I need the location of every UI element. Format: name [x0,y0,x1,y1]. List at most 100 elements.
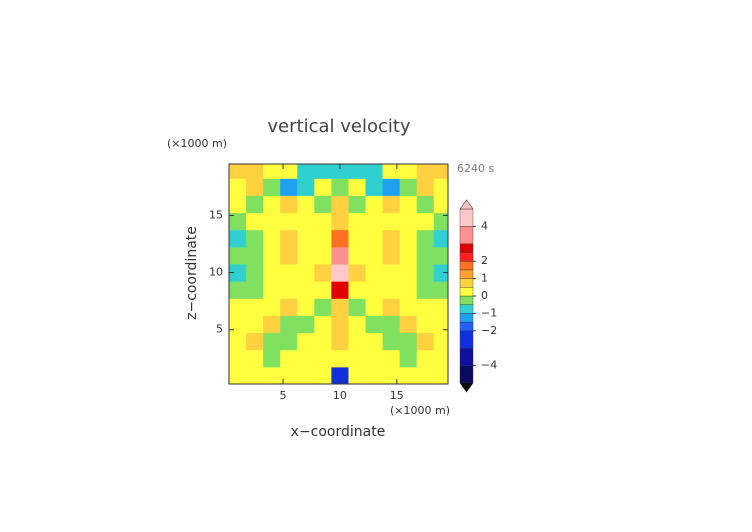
cell [433,212,448,231]
cell [229,349,247,368]
cell [229,264,247,282]
cell [331,229,349,248]
colorbar-tick-label: 0 [481,289,488,302]
cell [263,195,281,214]
cell [433,264,448,282]
cell [348,315,367,334]
cell [297,178,315,196]
colorbar-band [459,330,474,349]
cell [382,195,401,214]
cell [314,366,332,384]
cell [314,164,332,179]
cell [433,195,448,214]
cell [348,178,367,196]
cell [348,164,367,179]
cell [416,246,435,265]
cell [331,349,349,368]
cell [229,298,247,316]
colorbar-band [459,243,474,253]
cell [246,281,264,299]
cell [433,164,448,179]
cell [382,349,401,368]
cell [297,246,315,265]
field [229,164,448,384]
cell [382,178,401,196]
cell [229,366,247,384]
cell [416,229,435,248]
colorbar-under [459,382,474,393]
cell [331,332,349,351]
cell [399,366,418,384]
cell [297,366,315,384]
y-tick-label: 10 [209,266,223,279]
cell [331,246,349,265]
cell [433,315,448,334]
cell [433,349,448,368]
cell [280,212,298,231]
cell [433,229,448,248]
cell [365,264,384,282]
colorbar-band [459,261,474,271]
cell [263,212,281,231]
colorbar-band [459,321,474,332]
cell [229,178,247,196]
cell [246,195,264,214]
colorbar-band [459,226,474,244]
cell [416,212,435,231]
cell [433,178,448,196]
cell [314,178,332,196]
cell [416,195,435,214]
cell [399,332,418,351]
cell [314,332,332,351]
cell [399,349,418,368]
cell [297,349,315,368]
cell [365,315,384,334]
cell [246,366,264,384]
y-tick-label: 5 [216,323,223,336]
cell [280,298,298,316]
cell [280,164,298,179]
cell [314,246,332,265]
colorbar-tick-label: −4 [481,359,497,372]
cell [399,212,418,231]
cell [246,349,264,368]
cell [348,366,367,384]
x-tick-label: 5 [280,389,287,402]
cell [365,349,384,368]
cell [280,229,298,248]
cell [399,298,418,316]
cell [229,281,247,299]
cell [297,298,315,316]
cell [246,298,264,316]
cell [416,366,435,384]
cell [314,315,332,334]
x-tick-label: 10 [333,389,347,402]
cell [331,178,349,196]
cell [263,178,281,196]
cell [229,229,247,248]
cell [297,164,315,179]
cell [399,264,418,282]
cell [246,264,264,282]
colorbar-band [459,304,474,314]
cell [263,332,281,351]
x-unit-label: (×1000 m) [390,404,450,417]
cell [433,281,448,299]
cell [365,164,384,179]
cell [416,332,435,351]
cell [348,298,367,316]
cell [348,264,367,282]
cell [229,332,247,351]
cell [314,195,332,214]
cell [280,246,298,265]
colorbar-band [459,208,474,227]
cell [382,164,401,179]
cell [229,246,247,265]
y-tick-label: 15 [209,208,223,221]
cell [365,246,384,265]
cell [382,315,401,334]
cell [280,281,298,299]
cell [331,315,349,334]
